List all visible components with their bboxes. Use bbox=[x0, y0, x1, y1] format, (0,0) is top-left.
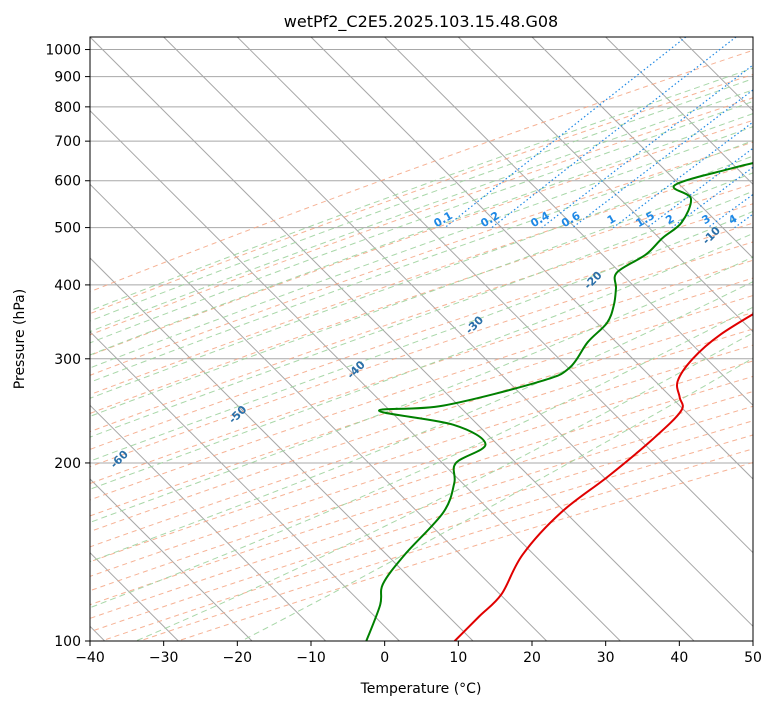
moist-adiabat-line bbox=[90, 172, 753, 417]
mixing-ratio-label: 0.4 bbox=[528, 209, 552, 230]
dry-adiabat-line bbox=[90, 241, 753, 468]
y-tick-label: 100 bbox=[54, 634, 81, 650]
isotherm-line bbox=[163, 37, 753, 628]
isotherm-line bbox=[457, 37, 753, 333]
mixing-ratio-line bbox=[572, 89, 753, 229]
isotherm-line bbox=[90, 37, 695, 641]
mixing-ratio-label: 3 bbox=[700, 212, 713, 227]
mixing-ratio-label: 6 bbox=[765, 212, 775, 227]
chart-title: wetPf2_C2E5.2025.103.15.48.G08 bbox=[284, 12, 558, 32]
isotherm-line bbox=[752, 37, 753, 38]
dry-adiabat-line bbox=[90, 328, 753, 548]
moist-adiabat-line bbox=[90, 78, 753, 322]
y-tick-label: 300 bbox=[54, 352, 81, 368]
dry-adiabat-line bbox=[177, 461, 753, 641]
dry-adiabat-line bbox=[90, 344, 753, 563]
moist-adiabat-line bbox=[90, 113, 753, 356]
dry-adiabat-line bbox=[90, 97, 753, 336]
mixing-ratio-line bbox=[612, 121, 753, 229]
mixing-ratio-line bbox=[734, 213, 753, 229]
isotherm-line bbox=[90, 330, 400, 641]
isotherm-line bbox=[90, 183, 548, 641]
moist-adiabat-line bbox=[90, 281, 753, 563]
y-tick-label: 900 bbox=[54, 70, 81, 86]
moist-adiabat-line bbox=[90, 140, 753, 383]
dry-adiabat-line bbox=[90, 405, 753, 619]
isotherm-line bbox=[678, 37, 753, 112]
dry-adiabat-line bbox=[90, 222, 753, 450]
x-tick-label: 40 bbox=[670, 650, 688, 666]
dry-adiabat-line bbox=[90, 119, 753, 356]
dry-adiabat-line bbox=[90, 277, 753, 501]
isotherm-line bbox=[90, 478, 253, 641]
dry-adiabat-line bbox=[90, 294, 753, 517]
dry-adiabat-line bbox=[90, 375, 753, 592]
moist-adiabat-line bbox=[90, 67, 753, 312]
x-tick-label: 50 bbox=[744, 650, 762, 666]
isotherm-line bbox=[384, 37, 753, 407]
mixing-ratio-label: 0.6 bbox=[559, 209, 583, 230]
x-tick-label: −40 bbox=[75, 650, 105, 666]
y-tick-label: 200 bbox=[54, 456, 81, 472]
moist-adiabat-line bbox=[90, 256, 753, 523]
mixing-ratio-line bbox=[541, 64, 753, 229]
mixing-ratio-line bbox=[444, 37, 687, 229]
isotherm-label: -40 bbox=[345, 358, 368, 381]
dry-adiabat-line bbox=[90, 141, 753, 376]
dry-adiabat-line bbox=[90, 390, 753, 606]
dewpoint-profile-line bbox=[365, 162, 753, 641]
isotherm-label: -50 bbox=[226, 403, 249, 426]
moist-adiabat-line bbox=[90, 210, 753, 462]
moist-adiabat-line bbox=[90, 89, 753, 333]
dry-adiabat-line bbox=[101, 434, 753, 641]
moist-adiabat-line bbox=[90, 155, 753, 399]
x-tick-label: 10 bbox=[449, 650, 467, 666]
y-tick-label: 700 bbox=[54, 134, 81, 150]
isotherm-line bbox=[90, 257, 474, 641]
y-axis-label: Pressure (hPa) bbox=[12, 289, 28, 389]
dry-adiabat-line bbox=[90, 360, 753, 577]
x-axis-label: Temperature (°C) bbox=[360, 681, 482, 697]
mixing-ratio-label: 0.1 bbox=[432, 209, 455, 230]
dry-adiabat-line bbox=[90, 183, 753, 414]
y-tick-label: 400 bbox=[54, 278, 81, 294]
dry-adiabat-line bbox=[90, 311, 753, 533]
x-tick-label: −20 bbox=[223, 650, 253, 666]
mixing-ratio-label: 1.5 bbox=[634, 209, 657, 230]
x-tick-label: 30 bbox=[597, 650, 615, 666]
y-tick-label: 800 bbox=[54, 100, 81, 116]
isotherm-line bbox=[90, 109, 621, 641]
dry-adiabat-line bbox=[90, 73, 753, 315]
isotherm-line bbox=[236, 37, 753, 554]
moist-adiabat-line bbox=[90, 126, 753, 369]
x-tick-label: 0 bbox=[380, 650, 389, 666]
mixing-ratio-line bbox=[491, 37, 737, 229]
isotherm-line bbox=[605, 37, 753, 186]
x-tick-label: −30 bbox=[149, 650, 179, 666]
y-tick-label: 500 bbox=[54, 221, 81, 237]
x-tick-label: −10 bbox=[296, 650, 326, 666]
dry-adiabat-line bbox=[90, 49, 753, 293]
x-tick-label: 20 bbox=[523, 650, 541, 666]
isotherm-line bbox=[90, 404, 327, 641]
dry-adiabat-line bbox=[90, 203, 753, 433]
moist-adiabat-line bbox=[90, 100, 753, 344]
mixing-ratio-line bbox=[707, 193, 753, 229]
isotherm-label: -60 bbox=[108, 448, 131, 471]
dry-adiabat-line bbox=[90, 259, 753, 485]
mixing-ratio-line bbox=[671, 166, 753, 229]
y-tick-label: 1000 bbox=[45, 43, 81, 59]
moist-adiabat-line bbox=[90, 306, 753, 609]
dry-adiabat-line bbox=[90, 162, 753, 396]
y-tick-label: 600 bbox=[54, 174, 81, 190]
moist-adiabat-line bbox=[135, 332, 753, 641]
temperature-profile-line bbox=[453, 313, 753, 641]
isotherm-line bbox=[310, 37, 753, 480]
moist-adiabat-line bbox=[241, 357, 753, 641]
plot-frame bbox=[89, 36, 754, 642]
isotherm-label: -70 bbox=[0, 492, 13, 515]
